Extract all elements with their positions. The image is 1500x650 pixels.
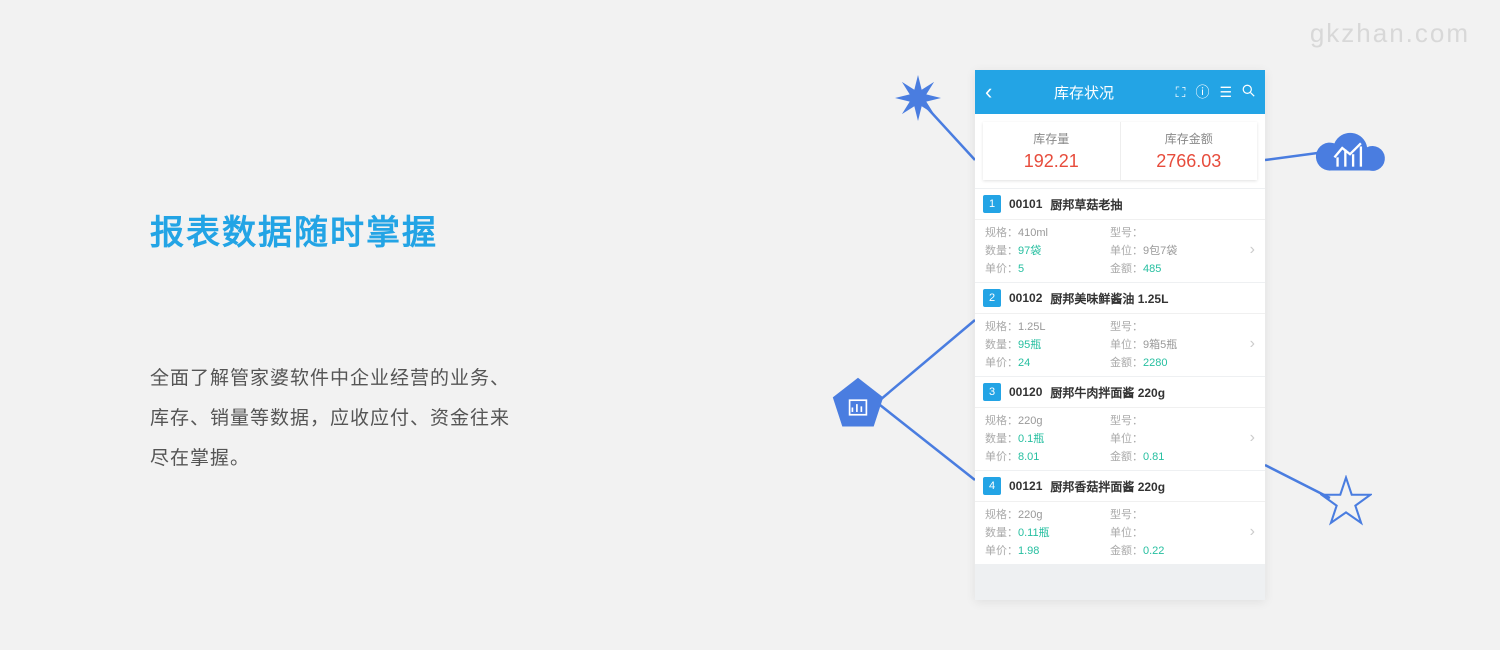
chevron-right-icon: › [1235,335,1255,353]
spec-label: 规格：220g [985,506,1110,522]
chevron-right-icon: › [1235,429,1255,447]
back-icon[interactable]: ‹ [985,79,992,105]
list-item[interactable]: 3 00120 厨邦牛肉拌面酱 220g 规格：220g型号：› 数量：0.1瓶单位：单… [975,377,1265,470]
item-name: 厨邦牛肉拌面酱 220g [1050,384,1165,401]
item-code: 00121 [1009,479,1042,493]
item-code: 00102 [1009,291,1042,305]
list-item[interactable]: 2 00102 厨邦美味鲜酱油 1.25L 规格：1.25L型号：› 数量：95瓶单位：… [975,283,1265,376]
phone-mockup: ‹ 库存状况 ⛶ ⓘ ☰ 库存量 192.21 库存金额 2766.03 1 00… [975,70,1265,600]
list-item[interactable]: 1 00101 厨邦草菇老抽规格：410ml型号：› 数量：97袋单位：9包7袋单价：… [975,189,1265,282]
description-line: 库存、销量等数据，应收应付、资金往来 [150,399,630,439]
star-icon [1320,475,1372,527]
summary-value: 192.21 [983,151,1120,172]
summary-value: 2766.03 [1121,151,1258,172]
inventory-list: 100101厨邦草菇老抽规格：410ml型号：›数量：97袋单位：9包7袋单价：… [975,188,1265,600]
page-title: 报表数据随时掌握 [150,205,630,254]
price-label: 单价：8.01 [985,448,1110,464]
amount-label: 金额：2280 [1110,354,1235,370]
item-index-badge: 2 [983,289,1001,307]
item-name: 厨邦美味鲜酱油 1.25L [1050,290,1168,307]
spec-label: 规格：410ml [985,224,1110,240]
summary-panel: 库存量 192.21 库存金额 2766.03 [983,122,1257,180]
item-name: 厨邦香菇拌面酱 220g [1050,478,1165,495]
app-title: 库存状况 [992,82,1175,103]
search-icon[interactable] [1242,84,1255,100]
model-label: 型号： [1110,224,1235,240]
summary-stock-qty: 库存量 192.21 [983,122,1121,180]
item-index-badge: 1 [983,195,1001,213]
scan-icon[interactable]: ⛶ [1176,84,1186,101]
model-label: 型号： [1110,412,1235,428]
chevron-right-icon: › [1235,241,1255,259]
unit-label: 单位： [1110,430,1235,446]
pentagon-icon [830,375,886,431]
burst-icon [895,75,941,121]
chevron-right-icon: › [1235,523,1255,541]
summary-label: 库存量 [983,130,1120,147]
cloud-icon [1310,120,1390,190]
qty-label: 数量：0.11瓶 [985,524,1110,540]
summary-stock-amount: 库存金额 2766.03 [1121,122,1258,180]
amount-label: 金额：0.22 [1110,542,1235,558]
qty-label: 数量：0.1瓶 [985,430,1110,446]
price-label: 单价：1.98 [985,542,1110,558]
description: 全面了解管家婆软件中企业经营的业务、 库存、销量等数据，应收应付、资金往来 尽在… [150,359,630,479]
unit-label: 单位：9包7袋 [1110,242,1235,258]
price-label: 单价：24 [985,354,1110,370]
model-label: 型号： [1110,506,1235,522]
amount-label: 金额：485 [1110,260,1235,276]
spec-label: 规格：220g [985,412,1110,428]
qty-label: 数量：95瓶 [985,336,1110,352]
watermark: gkzhan.com [1310,18,1470,49]
item-index-badge: 4 [983,477,1001,495]
info-icon[interactable]: ⓘ [1195,82,1209,102]
summary-label: 库存金额 [1121,130,1258,147]
list-icon[interactable]: ☰ [1219,84,1232,101]
item-index-badge: 3 [983,383,1001,401]
item-code: 00101 [1009,197,1042,211]
model-label: 型号： [1110,318,1235,334]
unit-label: 单位：9箱5瓶 [1110,336,1235,352]
spec-label: 规格：1.25L [985,318,1110,334]
item-code: 00120 [1009,385,1042,399]
qty-label: 数量：97袋 [985,242,1110,258]
app-header: ‹ 库存状况 ⛶ ⓘ ☰ [975,70,1265,114]
unit-label: 单位： [1110,524,1235,540]
description-line: 全面了解管家婆软件中企业经营的业务、 [150,359,630,399]
header-actions: ⛶ ⓘ ☰ [1176,82,1255,102]
marketing-text: 报表数据随时掌握 全面了解管家婆软件中企业经营的业务、 库存、销量等数据，应收应… [150,205,630,479]
item-name: 厨邦草菇老抽 [1050,196,1122,213]
list-item[interactable]: 4 00121 厨邦香菇拌面酱 220g 规格：220g型号：› 数量：0.11瓶单位：… [975,471,1265,564]
description-line: 尽在掌握。 [150,439,630,479]
price-label: 单价：5 [985,260,1110,276]
amount-label: 金额：0.81 [1110,448,1235,464]
